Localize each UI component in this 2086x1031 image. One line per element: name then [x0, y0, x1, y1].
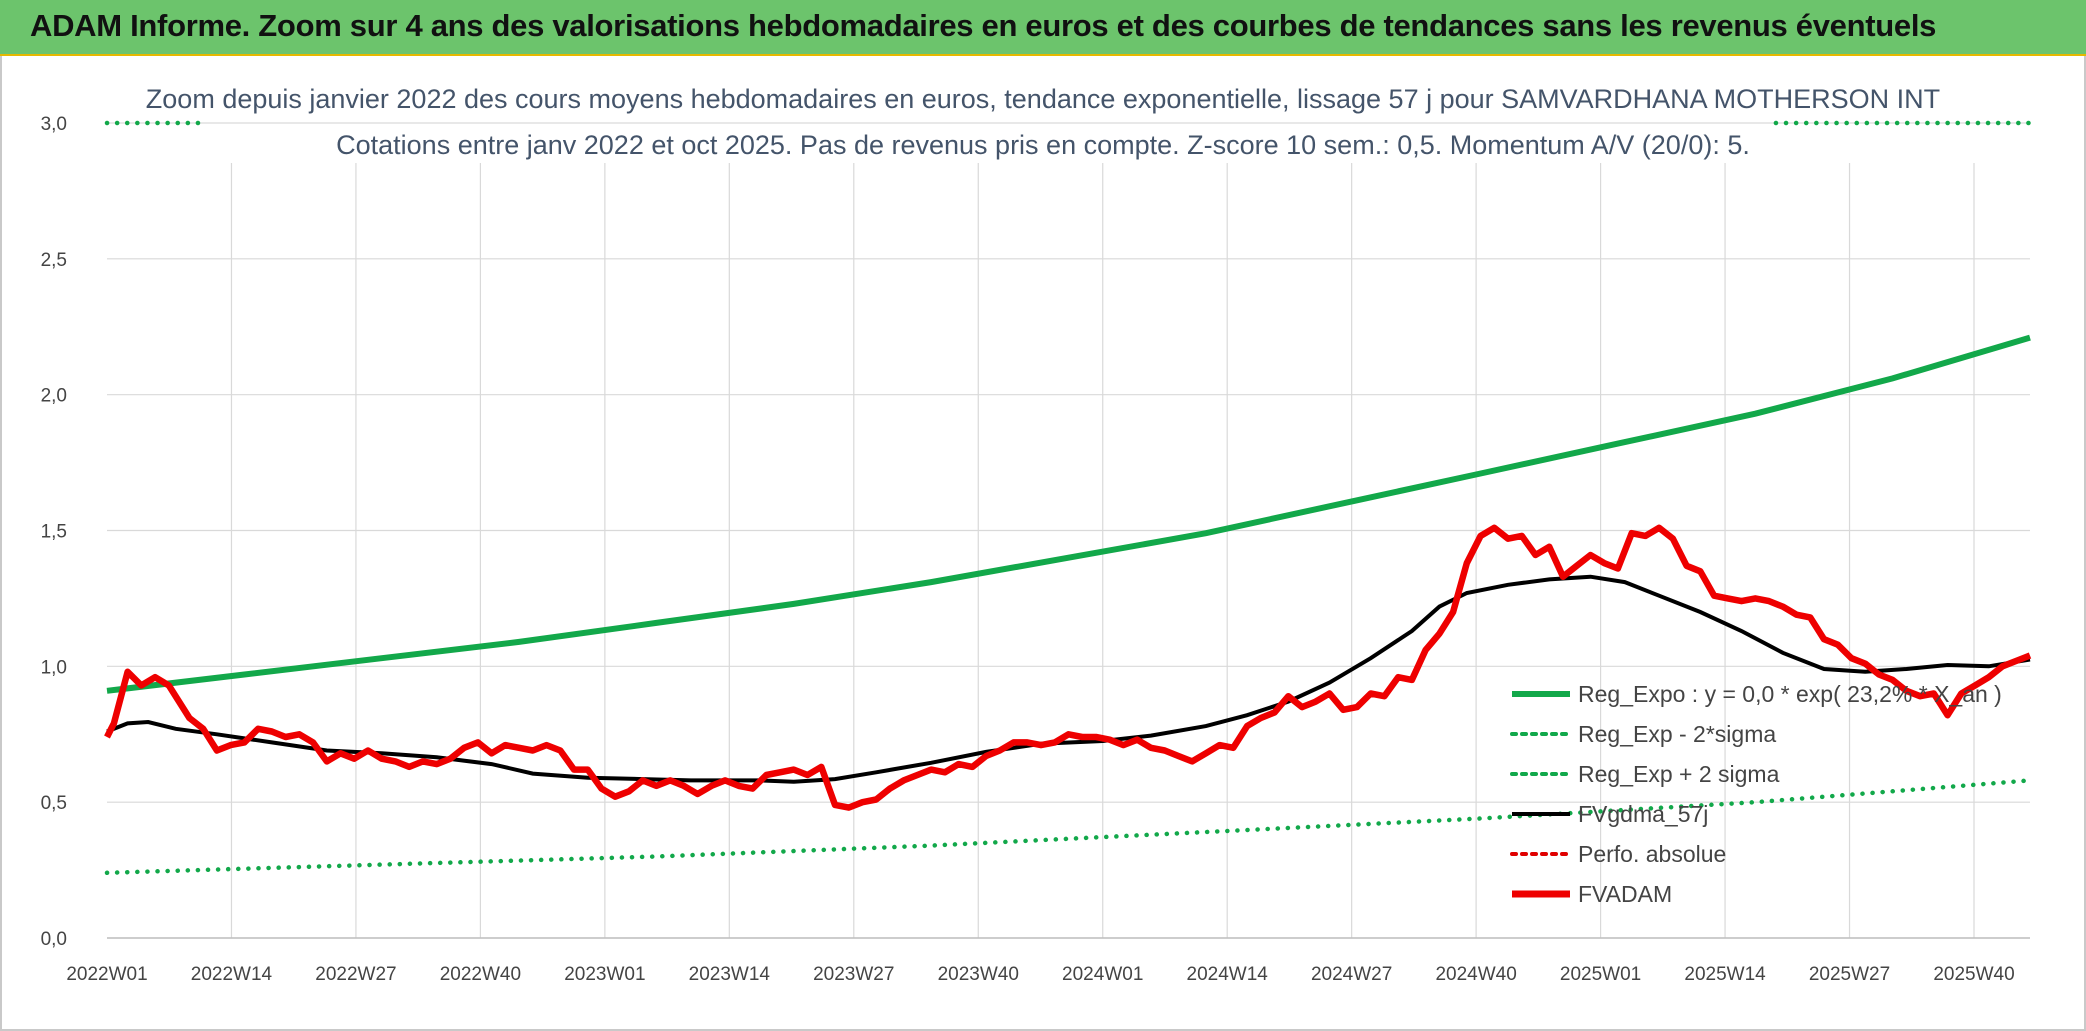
x-tick-label: 2024W40 [1435, 964, 1516, 985]
legend-label-reg-exp-minus: Reg_Exp - 2*sigma [1578, 721, 1776, 747]
x-tick-label: 2024W27 [1311, 964, 1392, 985]
chart-subtitle: Cotations entre janv 2022 et oct 2025. P… [336, 130, 1750, 160]
grid-lines [107, 122, 2030, 939]
series-fvgdma [106, 574, 2031, 784]
chart-title: Zoom depuis janvier 2022 des cours moyen… [146, 84, 1940, 114]
series-layer [104, 120, 2033, 876]
x-tick-label: 2025W40 [1933, 964, 2014, 985]
x-tick-label: 2022W27 [315, 964, 396, 985]
y-axis-ticks: 0,0 0,5 1,0 1,5 2,0 2,5 3,0 [41, 114, 67, 950]
report-banner: ADAM Informe. Zoom sur 4 ans des valoris… [0, 0, 2086, 56]
legend-label-reg-expo: Reg_Expo : y = 0,0 * exp( 23,2% * X_an ) [1578, 681, 2002, 707]
legend: Reg_Expo : y = 0,0 * exp( 23,2% * X_an )… [1510, 681, 2002, 907]
series-fvadam [104, 524, 2032, 811]
y-tick-label: 1,5 [41, 522, 67, 543]
y-tick-label: 2,5 [41, 250, 67, 271]
series-reg-expo [106, 334, 2031, 694]
x-tick-label: 2025W14 [1684, 964, 1766, 985]
x-tick-label: 2024W14 [1187, 964, 1269, 985]
report-title: ADAM Informe. Zoom sur 4 ans des valoris… [30, 8, 1937, 43]
x-tick-label: 2023W40 [938, 964, 1019, 985]
series-reg-exp-minus [104, 778, 2033, 876]
y-tick-label: 1,0 [41, 657, 67, 678]
legend-label-fvadam: FVADAM [1578, 881, 1672, 907]
y-tick-label: 0,0 [41, 929, 67, 950]
y-tick-label: 0,5 [41, 793, 67, 814]
x-tick-label: 2022W40 [440, 964, 521, 985]
legend-label-reg-exp-plus: Reg_Exp + 2 sigma [1578, 761, 1780, 787]
x-tick-label: 2022W14 [191, 964, 273, 985]
legend-label-perfo: Perfo. absolue [1578, 841, 1726, 867]
x-tick-label: 2023W27 [813, 964, 894, 985]
y-tick-label: 2,0 [41, 386, 67, 407]
legend-label-fvgdma: FVgdma_57j [1578, 801, 1708, 827]
x-tick-label: 2023W14 [689, 964, 771, 985]
y-tick-label: 3,0 [41, 114, 67, 135]
x-tick-label: 2025W01 [1560, 964, 1641, 985]
x-tick-label: 2023W01 [564, 964, 645, 985]
x-tick-label: 2022W01 [66, 964, 147, 985]
x-tick-label: 2024W01 [1062, 964, 1143, 985]
x-tick-label: 2025W27 [1809, 964, 1890, 985]
x-axis-ticks: 2022W01 2022W14 2022W27 2022W40 2023W01 2023W… [66, 964, 2014, 985]
